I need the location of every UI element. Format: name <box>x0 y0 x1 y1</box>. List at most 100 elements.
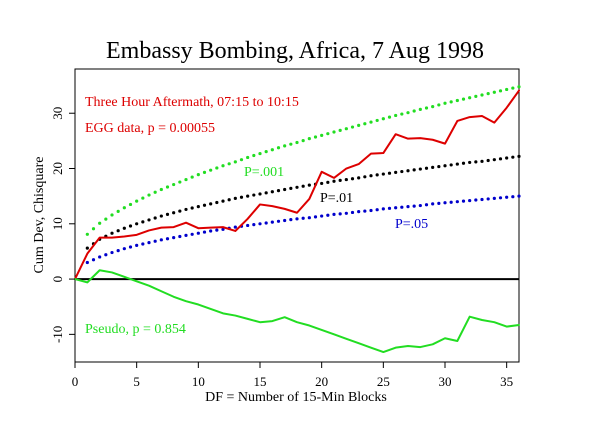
p05-point-28 <box>418 203 422 208</box>
p01-point-14 <box>246 194 250 198</box>
p001-dot-29 <box>437 103 441 107</box>
p01-point-35 <box>505 156 509 160</box>
p001-dot-11 <box>215 166 219 170</box>
p001-dot-22 <box>350 125 355 129</box>
x-tick-label-35: 35 <box>500 374 513 389</box>
p001-dot-23 <box>363 122 367 126</box>
p01-point-15 <box>258 192 262 196</box>
x-tick-label-10: 10 <box>192 374 205 389</box>
y-tick-label-10: 10 <box>50 217 65 230</box>
p05-dot-20 <box>326 213 330 217</box>
p01-point-30 <box>443 164 447 168</box>
p05-dot-19 <box>313 215 318 219</box>
p01-point-18 <box>295 185 299 189</box>
p01-dot-3 <box>116 229 120 233</box>
p05-dot-17 <box>289 218 293 222</box>
p01-dot-13 <box>239 195 244 199</box>
p01-dot-22 <box>350 177 355 181</box>
p05-point-20 <box>320 214 324 218</box>
p001-dot-13 <box>239 158 244 162</box>
p01-dot-30 <box>449 163 453 167</box>
p05-point-14 <box>246 223 250 228</box>
p001-point-34 <box>492 90 496 94</box>
p05-point-35 <box>505 195 509 199</box>
p05-point-6 <box>147 240 151 245</box>
p05-dot-23 <box>363 209 367 213</box>
p001-dot-7 <box>165 185 170 189</box>
p05-point-13 <box>233 225 237 229</box>
p01-dot-6 <box>153 216 157 220</box>
p01-point-6 <box>147 218 151 222</box>
p001-point-29 <box>431 104 435 109</box>
p001-point-4 <box>122 206 126 210</box>
p001-dot-17 <box>289 142 293 146</box>
p01-point-4 <box>122 226 126 230</box>
p01-point-34 <box>492 158 496 162</box>
p01-dot-28 <box>424 166 429 170</box>
p01-dot-24 <box>375 173 379 177</box>
p05-dot-34 <box>498 196 503 200</box>
p001-point-19 <box>307 137 311 141</box>
p01-point-9 <box>184 207 188 212</box>
p001-point-33 <box>480 93 484 97</box>
p05-dot-15 <box>264 221 268 225</box>
p001-dot-26 <box>400 112 404 116</box>
p01-point-33 <box>480 159 484 163</box>
p01-dot-11 <box>215 200 219 205</box>
p05-point-3 <box>110 250 114 255</box>
p05-dot-4 <box>128 245 133 249</box>
p001-point-28 <box>418 107 422 111</box>
plot-content <box>74 85 521 354</box>
p01-dot-21 <box>338 178 342 182</box>
p01-point-8 <box>172 211 176 215</box>
p001-point-30 <box>443 101 447 105</box>
p05-dot-31 <box>461 199 466 203</box>
p01-point-10 <box>196 205 200 209</box>
p01-point-23 <box>357 176 361 180</box>
annotation-p001-label: P=.001 <box>244 165 284 180</box>
annotation-subtitle-line-2: EGG data, p = 0.00055 <box>85 121 215 136</box>
p001-dot-25 <box>387 115 392 119</box>
p001-dot-32 <box>474 94 478 98</box>
p05-dot-24 <box>375 208 379 212</box>
p001-dot-9 <box>190 175 194 179</box>
p001-dot-34 <box>498 89 503 93</box>
p001-dot-19 <box>313 135 318 139</box>
p01-dot-26 <box>400 169 404 174</box>
p01-dot-35 <box>511 155 515 159</box>
p05-dot-27 <box>412 204 416 208</box>
p001-point-35 <box>505 87 509 92</box>
p05-point-30 <box>443 201 447 205</box>
p05-dot-21 <box>338 212 342 216</box>
p05-dot-6 <box>153 239 157 243</box>
annotation-subtitle-line-1: Three Hour Aftermath, 07:15 to 10:15 <box>85 95 299 110</box>
p01-dot-27 <box>412 168 416 172</box>
p001-point-15 <box>258 151 262 156</box>
p001-dot-4 <box>128 202 133 207</box>
p001-point-11 <box>209 168 213 172</box>
p05-point-17 <box>283 218 287 223</box>
p001-dot-5 <box>141 196 145 200</box>
p05-point-36 <box>517 194 521 198</box>
p001-point-6 <box>147 193 151 197</box>
p05-point-23 <box>357 210 361 214</box>
p01-dot-25 <box>387 171 392 175</box>
p05-point-1 <box>85 260 89 265</box>
p01-point-11 <box>209 202 213 206</box>
p01-dot-33 <box>486 158 490 163</box>
p001-point-24 <box>369 120 373 124</box>
p001-dot-10 <box>202 170 207 174</box>
p01-point-16 <box>270 190 274 194</box>
p001-point-2 <box>98 221 102 225</box>
p05-dot-16 <box>276 219 281 223</box>
p01-point-26 <box>394 170 398 174</box>
p001-dot-15 <box>264 150 268 154</box>
p01-dot-14 <box>252 193 256 197</box>
p01-dot-20 <box>326 180 330 184</box>
x-tick-label-25: 25 <box>377 374 390 389</box>
p01-dot-7 <box>165 212 170 216</box>
x-tick-label-0: 0 <box>72 374 79 389</box>
p001-dot-18 <box>301 138 305 143</box>
